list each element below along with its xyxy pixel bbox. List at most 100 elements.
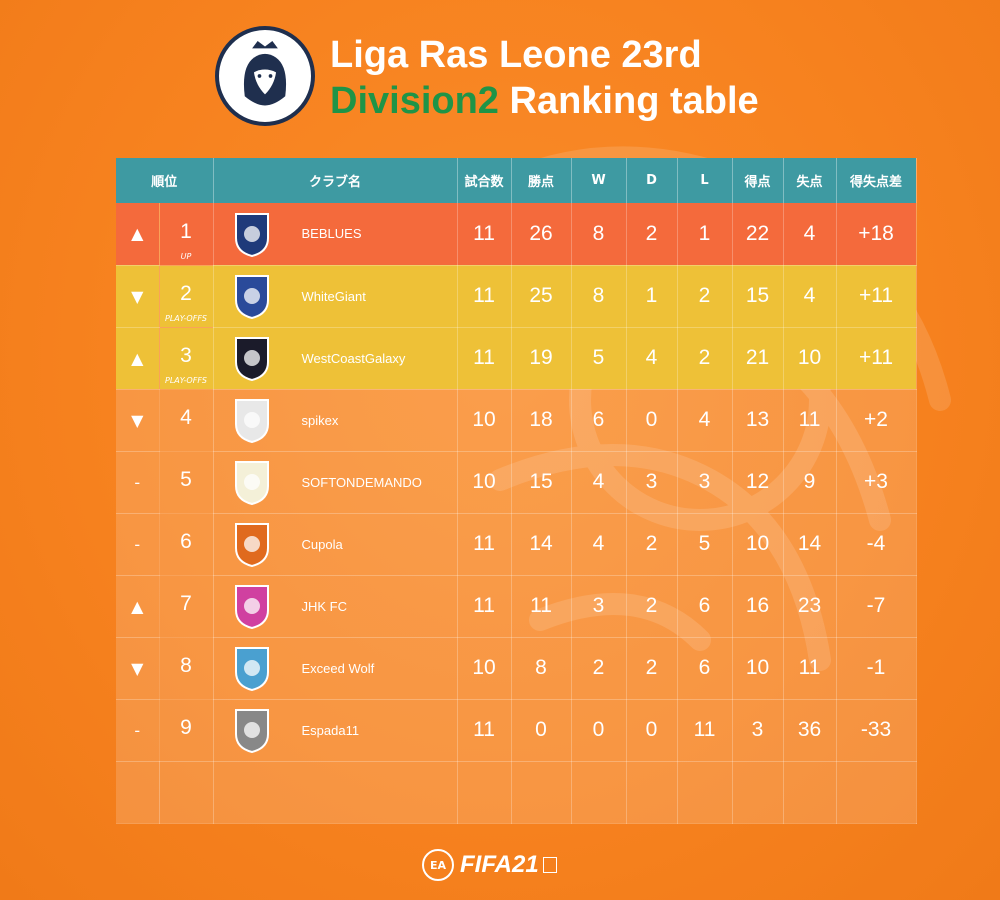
losses-cell: 5 xyxy=(677,513,733,576)
points-cell: 8 xyxy=(511,637,572,700)
goals-against-cell: 11 xyxy=(783,389,837,452)
empty-cell xyxy=(836,761,917,824)
club-name: WhiteGiant xyxy=(301,288,366,304)
empty-cell xyxy=(732,761,784,824)
points-cell: 0 xyxy=(511,699,572,762)
empty-cell xyxy=(159,761,214,824)
trend-indicator: ▲ xyxy=(116,327,160,390)
losses-cell: 2 xyxy=(677,265,733,328)
empty-cell xyxy=(116,761,160,824)
played-cell: 11 xyxy=(457,699,512,762)
club-name: BEBLUES xyxy=(301,226,362,242)
empty-cell xyxy=(626,761,678,824)
wins-cell: 5 xyxy=(571,327,627,390)
points-cell: 18 xyxy=(511,389,572,452)
rank-cell: 6 xyxy=(159,513,214,576)
losses-cell: 6 xyxy=(677,637,733,700)
table-row: ▲ 3 PLAY-OFFS WestCoastGa xyxy=(116,327,917,390)
losses-cell: 6 xyxy=(677,575,733,638)
rank-number: 9 xyxy=(180,716,192,739)
rank-number: 6 xyxy=(180,530,192,553)
division-label: Division2 xyxy=(330,80,499,122)
club-cell: Espada11 xyxy=(213,699,458,762)
col-played: 試合数 xyxy=(457,158,512,203)
draws-cell: 1 xyxy=(626,265,678,328)
club-name: Espada11 xyxy=(301,722,360,738)
goals-against-cell: 36 xyxy=(783,699,837,762)
club-crest-icon xyxy=(224,456,280,508)
ranking-table-wrap: 順位 クラブ名 試合数 勝点 W D L 得点 失点 得失点差 ▲ 1 UP xyxy=(116,158,917,824)
played-cell: 11 xyxy=(457,265,512,328)
goals-against-cell: 9 xyxy=(783,451,837,514)
wins-cell: 4 xyxy=(571,451,627,514)
club-name: SOFTONDEMANDO xyxy=(301,474,422,490)
points-cell: 26 xyxy=(511,203,572,266)
club-cell: BEBLUES xyxy=(213,203,458,266)
draws-cell: 4 xyxy=(626,327,678,390)
goals-for-cell: 12 xyxy=(732,451,784,514)
col-draws: D xyxy=(626,158,678,203)
wins-cell: 3 xyxy=(571,575,627,638)
points-cell: 11 xyxy=(511,575,572,638)
table-row: - 6 Cupola xyxy=(116,513,917,576)
goals-for-cell: 16 xyxy=(732,575,784,638)
club-crest-icon xyxy=(224,208,280,260)
title-line2: Division2 Ranking table xyxy=(330,80,759,123)
losses-cell: 1 xyxy=(677,203,733,266)
col-goals-against: 失点 xyxy=(783,158,837,203)
points-cell: 19 xyxy=(511,327,572,390)
goals-against-cell: 23 xyxy=(783,575,837,638)
col-club: クラブ名 xyxy=(213,158,458,203)
club-cell: JHK FC xyxy=(213,575,458,638)
empty-cell xyxy=(571,761,627,824)
empty-cell xyxy=(511,761,572,824)
played-cell: 11 xyxy=(457,327,512,390)
goal-diff-cell: -7 xyxy=(836,575,917,638)
empty-cell xyxy=(783,761,837,824)
table-body: ▲ 1 UP BEBLUES xyxy=(116,203,917,824)
title-line1: Liga Ras Leone 23rd xyxy=(330,34,702,76)
points-cell: 25 xyxy=(511,265,572,328)
wins-cell: 2 xyxy=(571,637,627,700)
rank-note: PLAY-OFFS xyxy=(165,313,208,323)
played-cell: 10 xyxy=(457,451,512,514)
goals-for-cell: 13 xyxy=(732,389,784,452)
table-row: ▼ 4 spikex xyxy=(116,389,917,452)
club-crest-icon xyxy=(224,518,280,570)
club-crest-icon xyxy=(224,704,280,756)
trend-indicator: - xyxy=(116,451,160,514)
club-crest-icon xyxy=(224,642,280,694)
wins-cell: 6 xyxy=(571,389,627,452)
rank-number: 8 xyxy=(180,654,192,677)
wins-cell: 8 xyxy=(571,265,627,328)
goals-for-cell: 10 xyxy=(732,513,784,576)
footer: EA FIFA21 xyxy=(422,848,582,882)
draws-cell: 3 xyxy=(626,451,678,514)
table-header: 順位 クラブ名 試合数 勝点 W D L 得点 失点 得失点差 xyxy=(116,158,917,203)
rank-number: 1 xyxy=(180,219,192,243)
rank-cell: 9 xyxy=(159,699,214,762)
played-cell: 10 xyxy=(457,389,512,452)
club-cell: spikex xyxy=(213,389,458,452)
rank-note: PLAY-OFFS xyxy=(165,375,208,385)
goals-against-cell: 10 xyxy=(783,327,837,390)
col-goals-for: 得点 xyxy=(732,158,784,203)
trend-indicator: ▼ xyxy=(116,389,160,452)
goal-diff-cell: +11 xyxy=(836,265,917,328)
rank-note: UP xyxy=(180,251,192,261)
trend-indicator: ▼ xyxy=(116,265,160,328)
goals-against-cell: 4 xyxy=(783,265,837,328)
club-name: JHK FC xyxy=(301,598,348,614)
table-row: ▲ 1 UP BEBLUES xyxy=(116,203,917,266)
col-goal-diff: 得失点差 xyxy=(836,158,917,203)
played-cell: 10 xyxy=(457,637,512,700)
goals-for-cell: 22 xyxy=(732,203,784,266)
ea-sports-icon: EA xyxy=(422,849,454,881)
draws-cell: 0 xyxy=(626,699,678,762)
draws-cell: 2 xyxy=(626,513,678,576)
empty-cell xyxy=(213,761,458,824)
rank-cell: 8 xyxy=(159,637,214,700)
rank-cell: 5 xyxy=(159,451,214,514)
club-cell: Exceed Wolf xyxy=(213,637,458,700)
wins-cell: 4 xyxy=(571,513,627,576)
